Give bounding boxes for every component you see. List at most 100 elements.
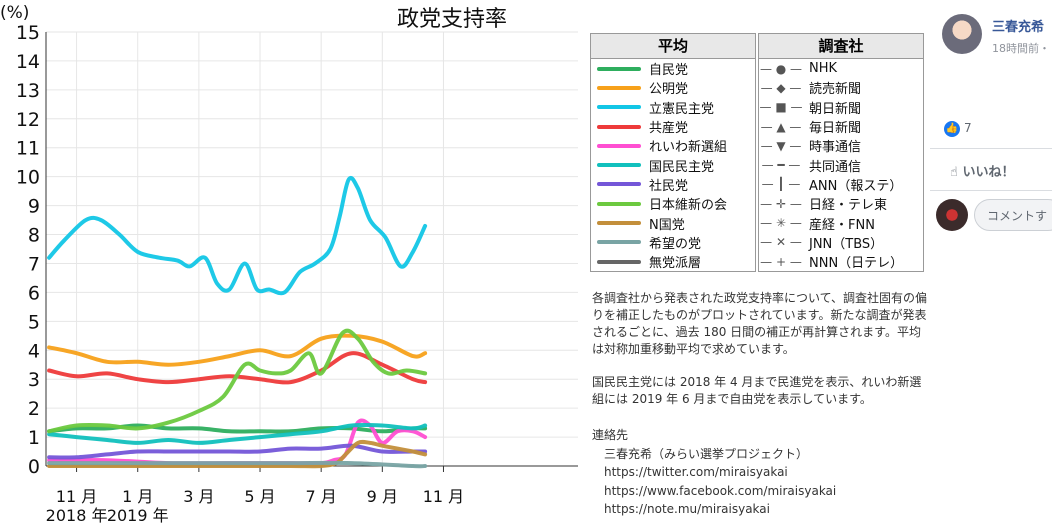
legend-label: 共産党	[649, 121, 689, 137]
legend-item-pollster: — ▲ — 毎日新聞	[759, 117, 923, 137]
facebook-link[interactable]: https://www.facebook.com/miraisyakai	[604, 483, 837, 498]
legend-item-party: 社民党	[591, 175, 755, 194]
legend-label: 社民党	[649, 178, 689, 194]
like-button[interactable]: ☝ いいね！	[950, 161, 1014, 180]
x-year-label: 2019 年	[107, 506, 169, 525]
note-methodology: 各調査社から発表された政党支持率について、調査社固有の偏りを補正したものがプロッ…	[592, 291, 928, 356]
party-legend-list: 自民党 公明党 立憲民主党共産党れいわ新選組 国民民主党社民党日本維新の会 N国党希望の…	[591, 59, 755, 271]
contact-title: 連絡先	[592, 428, 629, 442]
post-timestamp[interactable]: 18時間前・	[992, 42, 1050, 55]
divider	[930, 148, 1052, 149]
series-line	[47, 328, 428, 434]
legend-pollster: 調査社 — ● — NHK — ◆ — 読売新聞 — ■ — 朝日新聞 — ▲ — 毎日新聞 —…	[758, 33, 924, 273]
twitter-link[interactable]: https://twitter.com/miraisyakai	[604, 465, 788, 479]
y-tick-label: 9	[28, 196, 40, 218]
facebook-post-panel: 三春充希 18時間前・ 👍 7 ☝ いいね！ コメントす	[930, 0, 1052, 525]
legend-label: 朝日新聞	[809, 101, 862, 117]
comment-input[interactable]: コメントす	[974, 199, 1052, 231]
gridlines	[46, 31, 578, 467]
legend-label: 日本維新の会	[649, 198, 728, 214]
legend-item-pollster: — ■ — 朝日新聞	[759, 98, 923, 117]
legend-label: 日経・テレ東	[809, 198, 888, 214]
note-link[interactable]: https://note.mu/miraisyakai	[604, 502, 770, 516]
contact-block: 連絡先 三春充希（みらい選挙プロジェクト） https://twitter.co…	[592, 426, 836, 519]
y-tick-label: 1	[28, 427, 40, 449]
legend-item-pollster: — ━ — 共同通信	[759, 155, 923, 175]
y-tick-label: 8	[28, 225, 40, 247]
y-tick-label: 4	[28, 340, 40, 362]
chart-title: 政党支持率	[397, 7, 507, 32]
legend-swatch	[597, 221, 641, 226]
legend-marker-icon: — ▼ —	[760, 138, 802, 153]
x-tick-label: 1 月	[122, 487, 153, 506]
legend-label: ANN（報ステ）	[809, 178, 903, 194]
legend-swatch	[597, 85, 641, 90]
legend-label: 希望の党	[649, 236, 702, 252]
y-tick-label: 15	[16, 22, 40, 44]
series-line	[47, 351, 428, 385]
legend-marker-icon: — ━ —	[761, 158, 801, 173]
legend-label: 無党派層	[649, 256, 702, 272]
legend-swatch	[597, 66, 641, 71]
y-unit-label: (%)	[0, 3, 29, 23]
series-line	[47, 422, 428, 445]
legend-swatch	[597, 259, 641, 264]
legend-marker-icon: — ◆ —	[760, 80, 802, 95]
legend-item-pollster: — ● — NHK	[759, 59, 923, 78]
thumbs-up-icon: ☝	[950, 165, 958, 180]
legend-item-party: 希望の党	[591, 233, 755, 252]
y-tick-label: 13	[16, 80, 40, 102]
y-tick-label: 14	[16, 51, 40, 73]
pollster-legend-list: — ● — NHK — ◆ — 読売新聞 — ■ — 朝日新聞 — ▲ — 毎日新聞 — ▼ —…	[759, 59, 923, 271]
y-tick-label: 3	[28, 369, 40, 391]
legend-item-pollster: — ✳ — 産経・FNN	[759, 213, 923, 233]
series-line	[47, 423, 428, 434]
divider	[930, 190, 1052, 191]
like-count[interactable]: 7	[964, 121, 972, 135]
legend-label: 読売新聞	[809, 82, 862, 98]
x-tick-label: 9 月	[367, 487, 398, 506]
legend-marker-icon: — ✕ —	[760, 235, 802, 250]
legend-marker-icon: — ✳ —	[760, 216, 802, 231]
legend-item-party: 立憲民主党	[591, 98, 755, 117]
legend-average: 平均 自民党 公明党 立憲民主党 共産党 れいわ新選組 国民民主党 社民党 日本維新の会 N国党…	[590, 33, 756, 273]
legend-label: N国党	[649, 217, 685, 233]
legend-item-party: 公明党	[591, 78, 755, 97]
legend-item-pollster: — ┃ — ANN（報ステ）	[759, 175, 923, 194]
legend-swatch	[597, 201, 641, 206]
legend-item-pollster: — ✕ — JNN（TBS）	[759, 233, 923, 252]
legend-pollster-title: 調査社	[759, 34, 923, 59]
legend-swatch	[597, 240, 641, 245]
series-line	[47, 460, 428, 469]
y-tick-label: 10	[16, 167, 40, 189]
y-tick-label: 0	[28, 456, 40, 478]
legend-swatch	[597, 124, 641, 129]
series-line	[47, 443, 428, 460]
y-tick-label: 2	[28, 398, 40, 420]
contact-name: 三春充希（みらい選挙プロジェクト）	[604, 446, 809, 461]
legend-label: NNN（日テレ）	[809, 256, 904, 272]
legend-item-party: 自民党	[591, 59, 755, 78]
note-party-labels: 国民民主党には 2018 年 4 月まで民進党を表示、れいわ新選組には 2019…	[592, 375, 922, 406]
legend-marker-icon: — ● —	[759, 61, 803, 76]
legend-label: JNN（TBS）	[809, 236, 884, 252]
legend-swatch	[597, 105, 641, 110]
legend-label: れいわ新選組	[649, 140, 728, 156]
legend-item-party: 日本維新の会	[591, 194, 755, 213]
legend-label: NHK	[809, 61, 838, 77]
x-tick-label: 3 月	[183, 487, 214, 506]
x-year-label: 2018 年	[46, 506, 108, 525]
y-tick-label: 11	[16, 138, 40, 160]
legend-swatch	[597, 182, 641, 187]
x-tick-label: 5 月	[244, 487, 275, 506]
author-name[interactable]: 三春充希	[992, 20, 1045, 35]
like-button-label: いいね！	[962, 165, 1015, 180]
legend-label: 国民民主党	[649, 159, 715, 175]
legend-label: 産経・FNN	[809, 217, 875, 233]
legend-item-party: N国党	[591, 213, 755, 233]
legend-marker-icon: — + —	[760, 254, 802, 269]
author-avatar[interactable]	[942, 14, 982, 54]
legend-label: 毎日新聞	[809, 121, 862, 137]
